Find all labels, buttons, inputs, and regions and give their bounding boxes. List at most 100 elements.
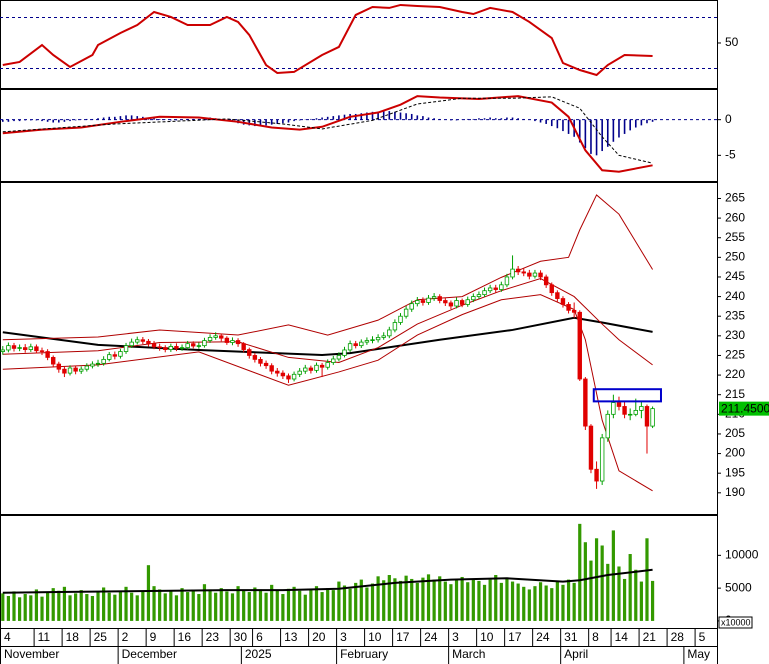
month-label: 2025 — [245, 647, 272, 661]
x-tick-label: 25 — [94, 630, 108, 644]
histogram-bar — [522, 118, 525, 120]
candle-body — [616, 402, 622, 407]
histogram-bar — [382, 111, 385, 120]
histogram-bar — [63, 119, 66, 122]
candle-body — [135, 339, 140, 343]
histogram-bar — [192, 118, 195, 120]
volume-bar — [214, 592, 218, 621]
volume-bar — [320, 592, 324, 621]
histogram-bar — [265, 119, 267, 126]
volume-bar — [264, 592, 268, 621]
histogram-bar — [567, 119, 570, 134]
series-line — [2, 316, 653, 357]
volume-bar — [471, 578, 475, 621]
candle-body — [230, 340, 235, 343]
volume-bar — [275, 590, 279, 621]
histogram-bar — [494, 118, 497, 120]
candle-body — [118, 351, 123, 357]
histogram-bar — [125, 115, 127, 120]
volume-bar — [555, 580, 559, 621]
candle-body — [280, 372, 286, 377]
x-tick-label: 30 — [234, 630, 248, 644]
histogram-bar — [388, 111, 391, 120]
volume-bar — [494, 575, 498, 621]
volume-bar — [426, 574, 431, 621]
volume-bar — [197, 594, 201, 621]
histogram-bar — [108, 116, 111, 120]
x-tick-label: 3 — [452, 630, 459, 644]
candle-body — [555, 292, 560, 299]
volume-bar — [208, 589, 212, 621]
candle-body — [571, 309, 577, 313]
volume-bar — [113, 594, 117, 621]
histogram-bar — [489, 117, 491, 120]
histogram-bar — [114, 116, 116, 120]
histogram-bar — [326, 116, 329, 120]
candle-body — [375, 337, 381, 341]
month-label: February — [340, 647, 388, 661]
histogram-bar — [119, 116, 122, 120]
candle-body — [179, 347, 185, 349]
volume-bar — [650, 580, 655, 621]
x-tick-label: 21 — [643, 630, 657, 644]
volume-bar — [600, 545, 604, 621]
x-tick-label: 10 — [480, 630, 494, 644]
candle-body — [549, 284, 554, 294]
x-tick-label: 31 — [564, 630, 578, 644]
volume-bar — [443, 581, 447, 621]
x-tick-label: 24 — [424, 630, 438, 644]
histogram-bar — [539, 119, 542, 123]
candle-body — [84, 365, 90, 370]
histogram-bar — [534, 119, 536, 122]
candle-body — [241, 343, 246, 350]
candle-body — [6, 345, 11, 351]
histogram-bar — [259, 119, 262, 127]
candle-body — [67, 367, 73, 374]
candle-body — [263, 362, 269, 367]
candle-body — [588, 425, 594, 470]
histogram-bar — [472, 118, 475, 120]
volume-bar — [410, 578, 414, 621]
volume-bar — [589, 560, 593, 621]
candle-body — [62, 368, 67, 374]
volume-bar — [247, 592, 251, 621]
histogram-bar — [276, 119, 279, 124]
y-tick-label: 10000 — [725, 548, 759, 562]
candle-body — [454, 300, 459, 307]
volume-bar — [583, 542, 587, 621]
x-tick-label: 6 — [256, 630, 263, 644]
histogram-bar — [584, 119, 587, 149]
histogram-bar — [500, 118, 503, 120]
candle-body — [23, 347, 28, 350]
x-tick-label: 8 — [592, 630, 599, 644]
histogram-bar — [97, 118, 99, 120]
histogram-bar — [310, 118, 312, 120]
volume-bar — [258, 589, 263, 621]
candle-body — [499, 284, 504, 290]
histogram-bar — [450, 119, 452, 121]
x-tick-label: 24 — [536, 630, 550, 644]
x-tick-label: 28 — [671, 630, 685, 644]
y-tick-label: 220 — [725, 367, 745, 381]
histogram-bar — [338, 115, 340, 120]
candle-body — [504, 276, 510, 286]
month-label: November — [4, 647, 59, 661]
candle-body — [599, 437, 605, 482]
candle-body — [73, 367, 78, 372]
volume-bar — [454, 580, 459, 621]
annotation-box — [592, 388, 662, 403]
candle-body — [252, 355, 258, 360]
volume-bar — [169, 590, 173, 621]
histogram-bar — [640, 119, 643, 126]
volume-bar — [533, 586, 537, 621]
candle-body — [174, 346, 179, 349]
candle-body — [465, 299, 470, 305]
volume-bar — [566, 579, 571, 621]
candle-body — [286, 375, 291, 380]
volume-bar — [141, 591, 145, 621]
x-tick-label: 17 — [396, 630, 410, 644]
candle-body — [314, 364, 319, 371]
y-tick-label: 200 — [725, 446, 745, 460]
volume-bar — [505, 578, 509, 621]
